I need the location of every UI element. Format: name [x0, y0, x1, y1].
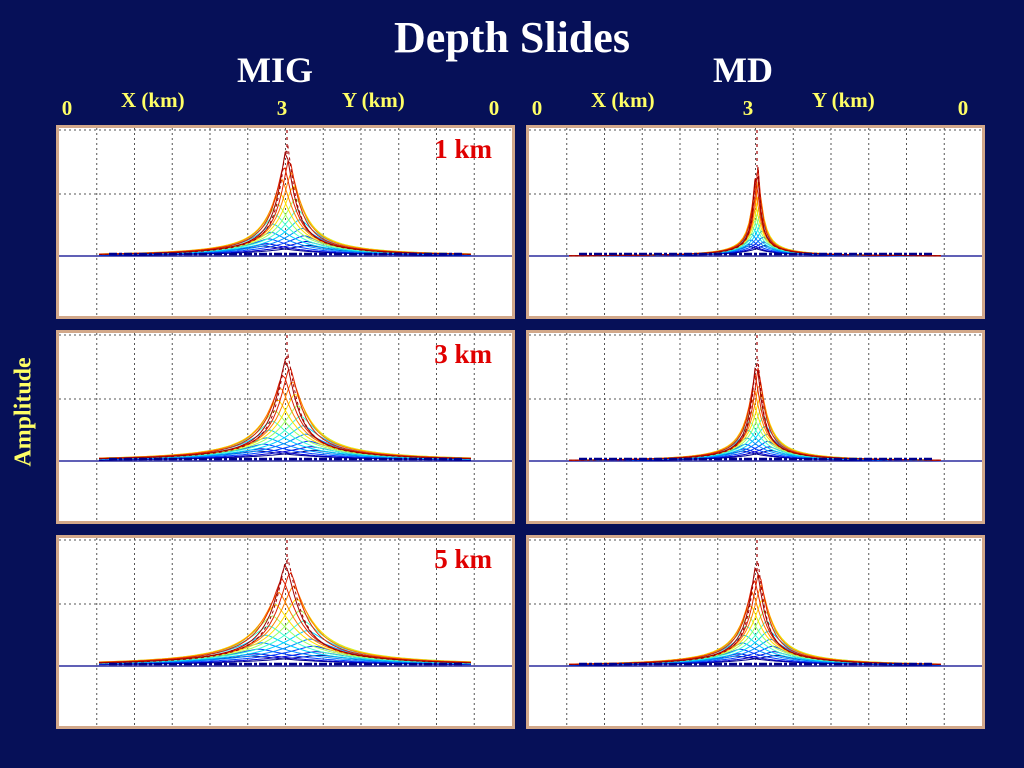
amplitude-curve	[99, 160, 471, 255]
depth-label-1km: 1 km	[434, 134, 492, 164]
mig-tick-left: 0	[61, 96, 73, 120]
slide-title: Depth Slides	[394, 13, 630, 62]
mig-y-label: Y (km)	[342, 88, 405, 112]
column-title-mig: MIG	[237, 50, 313, 90]
plot-md-1km	[529, 128, 982, 316]
plot-mig-5km	[59, 538, 512, 726]
panel-md-3km	[526, 330, 985, 524]
md-tick-right: 0	[957, 96, 969, 120]
panel-mig-3km: 3 km	[56, 330, 515, 524]
panel-mig-1km: 1 km	[56, 125, 515, 319]
amplitude-curve	[98, 167, 471, 255]
amplitude-curve	[99, 374, 471, 459]
amplitude-curve	[99, 353, 471, 460]
amplitude-curve	[569, 166, 941, 257]
plot-mig-3km	[59, 333, 512, 521]
mig-x-label: X (km)	[121, 88, 185, 112]
md-x-label: X (km)	[591, 88, 655, 112]
column-title-md: MD	[713, 50, 773, 90]
md-tick-left: 0	[531, 96, 543, 120]
panel-md-1km	[526, 125, 985, 319]
mig-tick-right: 0	[488, 96, 500, 120]
amplitude-curve	[99, 558, 471, 664]
mig-tick-center: 3	[276, 96, 288, 120]
depth-label-3km: 3 km	[434, 339, 492, 369]
md-y-label: Y (km)	[812, 88, 875, 112]
panel-md-5km	[526, 535, 985, 729]
plot-md-5km	[529, 538, 982, 726]
md-tick-center: 3	[742, 96, 754, 120]
plot-md-3km	[529, 333, 982, 521]
panel-mig-5km: 5 km	[56, 535, 515, 729]
plot-mig-1km	[59, 128, 512, 316]
amplitude-curve	[569, 411, 941, 461]
depth-label-5km: 5 km	[434, 544, 492, 574]
